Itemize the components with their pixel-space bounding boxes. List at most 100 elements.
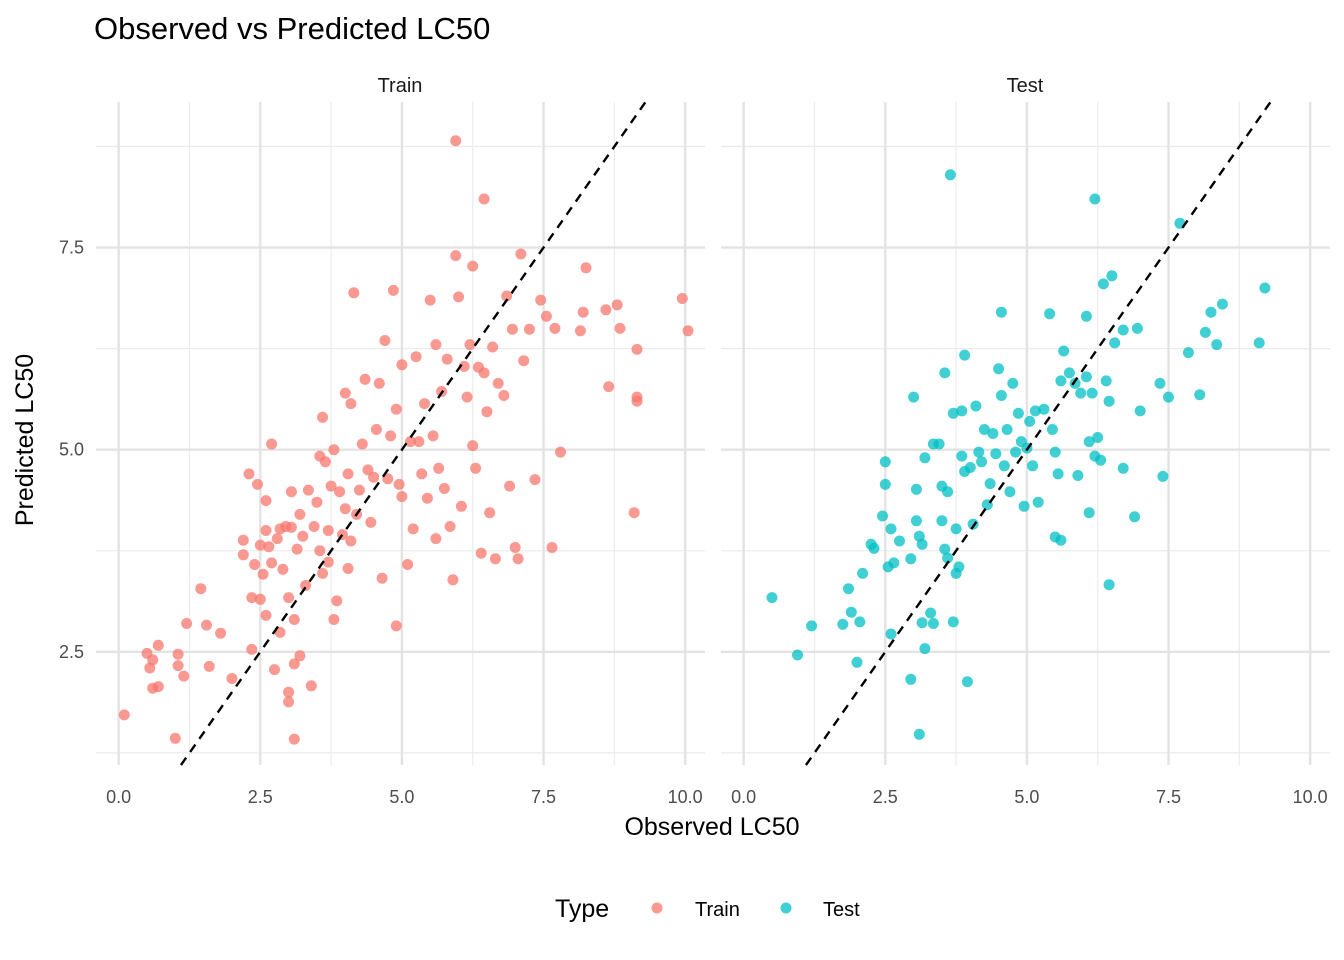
data-point-train [285, 521, 297, 533]
data-point-train [393, 478, 405, 490]
data-point-train [580, 262, 592, 274]
data-point-test [879, 478, 891, 490]
data-point-test [1259, 282, 1271, 294]
data-point-test [1004, 486, 1016, 498]
data-point-train [277, 563, 289, 575]
data-point-train [283, 686, 295, 698]
data-point-train [260, 609, 272, 621]
data-point-train [266, 557, 278, 569]
data-point-test [1216, 298, 1228, 310]
data-point-train [628, 507, 640, 519]
data-point-train [410, 351, 422, 363]
data-point-train [413, 436, 425, 448]
x-axis-ticks-train: 0.0 2.5 5.0 7.5 10.0 [106, 787, 703, 807]
data-point-train [501, 290, 513, 302]
data-point-train [246, 643, 258, 655]
data-point-train [339, 387, 351, 399]
data-point-train [555, 446, 566, 458]
data-point-train [438, 483, 450, 494]
data-point-train [390, 403, 402, 415]
data-point-test [1069, 377, 1081, 389]
data-point-train [427, 430, 439, 442]
data-point-train [147, 654, 159, 666]
data-point-train [288, 658, 300, 670]
data-point-test [1049, 446, 1061, 458]
data-point-train [402, 559, 414, 570]
data-point-train [317, 411, 329, 423]
data-point-train [441, 353, 453, 365]
data-point-train [254, 539, 266, 551]
data-point-test [857, 567, 869, 579]
data-point-train [322, 525, 334, 536]
data-point-train [518, 355, 530, 367]
data-point-test [885, 523, 897, 535]
data-point-test [1117, 462, 1129, 474]
data-point-train [118, 709, 130, 721]
data-point-train [322, 556, 334, 568]
data-point-train [523, 323, 535, 335]
data-point-test [916, 617, 928, 629]
data-point-test [995, 306, 1007, 318]
data-point-train [172, 660, 184, 672]
data-point-train [311, 496, 323, 508]
data-point-test [1154, 377, 1166, 389]
data-point-train [178, 670, 190, 682]
data-point-test [908, 391, 920, 403]
data-point-train [535, 294, 547, 306]
data-point-test [978, 424, 990, 435]
data-point-train [467, 440, 479, 452]
data-point-train [342, 468, 354, 480]
data-point-test [1012, 407, 1024, 419]
data-point-train [396, 359, 408, 371]
data-point-test [1134, 405, 1146, 417]
data-point-train [201, 619, 212, 631]
data-point-train [314, 545, 326, 557]
data-point-test [993, 363, 1005, 375]
data-point-test [964, 462, 976, 473]
data-point-train [603, 381, 615, 393]
data-point-train [461, 391, 473, 403]
data-point-train [487, 341, 499, 353]
data-point-train [169, 732, 181, 744]
data-point-train [458, 360, 470, 372]
data-point-train [506, 323, 518, 335]
data-point-train [319, 456, 331, 468]
data-point-train [509, 542, 521, 553]
data-point-train [419, 398, 431, 410]
data-point-test [1194, 389, 1206, 401]
data-point-test [947, 616, 959, 628]
data-point-train [203, 660, 215, 672]
data-point-test [1029, 405, 1041, 417]
data-point-train [257, 568, 269, 580]
data-point-train [181, 618, 193, 629]
data-point-train [359, 373, 371, 385]
x-tick-label: 5.0 [389, 787, 414, 807]
x-tick-label: 0.0 [731, 787, 756, 807]
data-point-train [291, 543, 303, 555]
data-point-train [325, 480, 337, 492]
y-tick-label: 5.0 [59, 440, 84, 460]
data-point-test [766, 592, 778, 604]
data-point-test [950, 523, 962, 535]
data-point-train [396, 491, 408, 503]
x-tick-label: 2.5 [248, 787, 273, 807]
data-point-train [385, 430, 397, 442]
data-point-train [577, 306, 589, 318]
data-point-train [288, 733, 300, 745]
y-tick-label: 7.5 [59, 238, 84, 258]
data-point-train [328, 444, 340, 456]
data-point-train [447, 574, 459, 586]
data-point-train [498, 390, 510, 401]
data-point-test [1018, 500, 1030, 512]
data-point-test [939, 543, 951, 555]
data-point-test [936, 515, 948, 527]
data-point-train [611, 299, 623, 311]
data-point-train [345, 398, 357, 410]
data-point-train [342, 563, 354, 574]
data-point-train [430, 533, 442, 545]
x-axis-title: Observed LC50 [624, 813, 799, 841]
data-point-test [845, 606, 857, 618]
data-point-train [345, 535, 357, 547]
data-point-train [356, 438, 368, 450]
data-point-train [376, 572, 388, 584]
